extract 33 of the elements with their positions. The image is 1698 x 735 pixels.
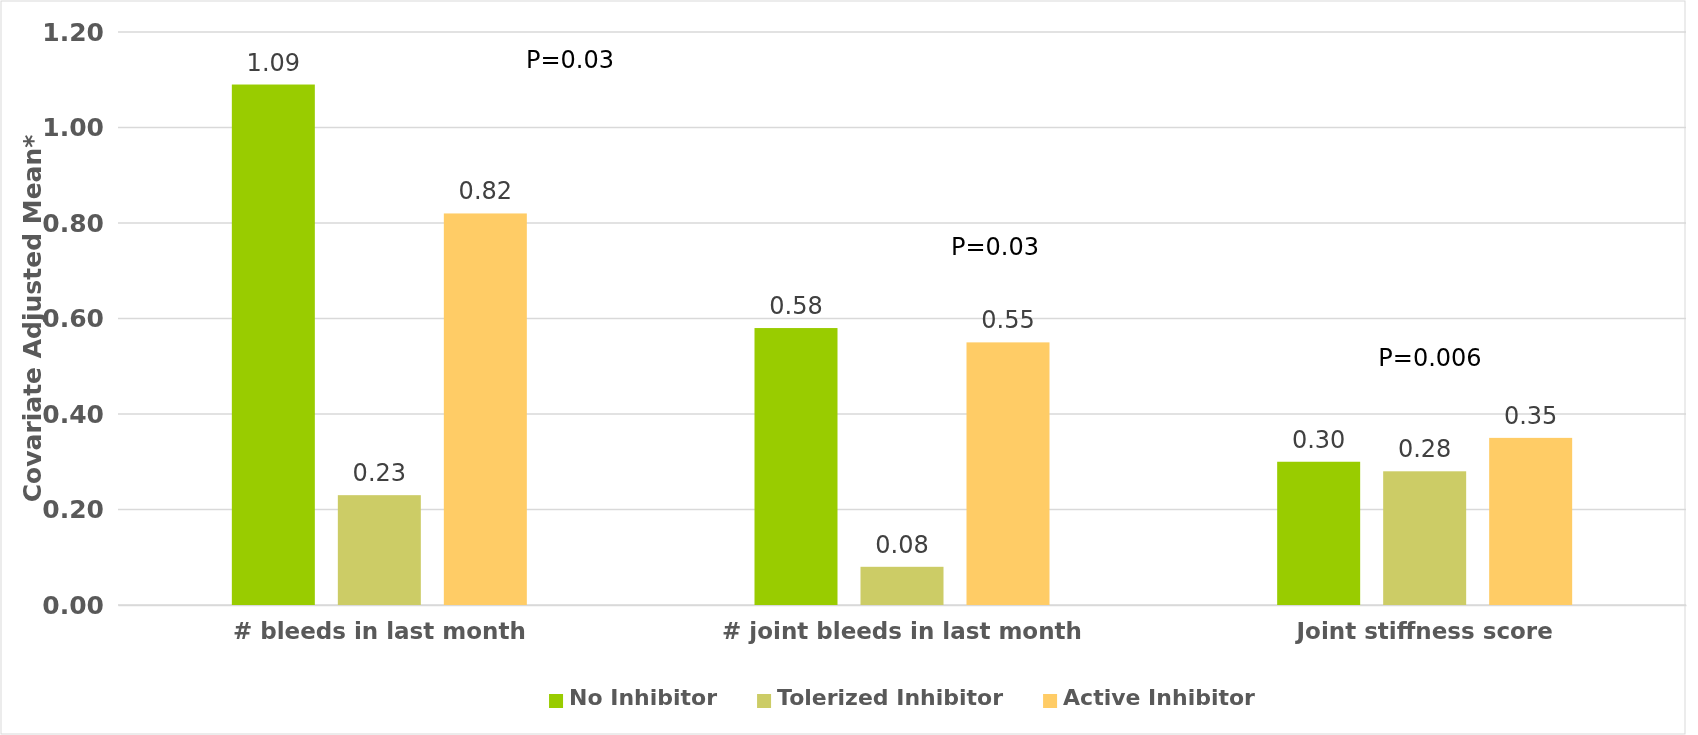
annotation: P=0.006 [1378, 344, 1482, 372]
text: 0.30 [1291, 425, 1346, 454]
bar [860, 566, 944, 605]
x-tick-label: # joint bleeds in last month [722, 618, 1082, 645]
x-tick-label: Joint stiffness score [1294, 618, 1553, 645]
y-tick-label: 1.00 [42, 113, 104, 142]
y-tick-label: 0.00 [42, 590, 104, 620]
text: 0.82 [458, 177, 513, 206]
text: 0.55 [981, 306, 1035, 335]
text: 0.35 [1503, 401, 1558, 430]
bar [337, 495, 421, 605]
x-tick-label: # bleeds in last month [232, 618, 526, 645]
text: 0.28 [1397, 435, 1452, 464]
text: 1.09 [246, 48, 301, 77]
text: 0.23 [352, 459, 407, 488]
y-tick-label: 0.60 [42, 304, 104, 333]
text: 0.58 [769, 292, 823, 321]
bar [231, 84, 315, 605]
legend-label: Tolerized Inhibitor [777, 685, 1004, 710]
annotation: P=0.03 [950, 233, 1040, 261]
bar [966, 342, 1050, 605]
legend-label: No Inhibitor [569, 685, 718, 710]
bar [1489, 437, 1573, 605]
y-tick-label: 0.80 [42, 208, 104, 238]
bar [1277, 461, 1361, 605]
bar [1383, 471, 1467, 605]
annotation: P=0.03 [525, 46, 615, 74]
bar [754, 328, 838, 605]
bar [443, 213, 527, 605]
text: 0.08 [875, 530, 929, 559]
legend-label: Active Inhibitor [1063, 685, 1256, 710]
y-tick-label: 1.20 [42, 17, 104, 47]
y-tick-label: 0.20 [42, 495, 104, 524]
